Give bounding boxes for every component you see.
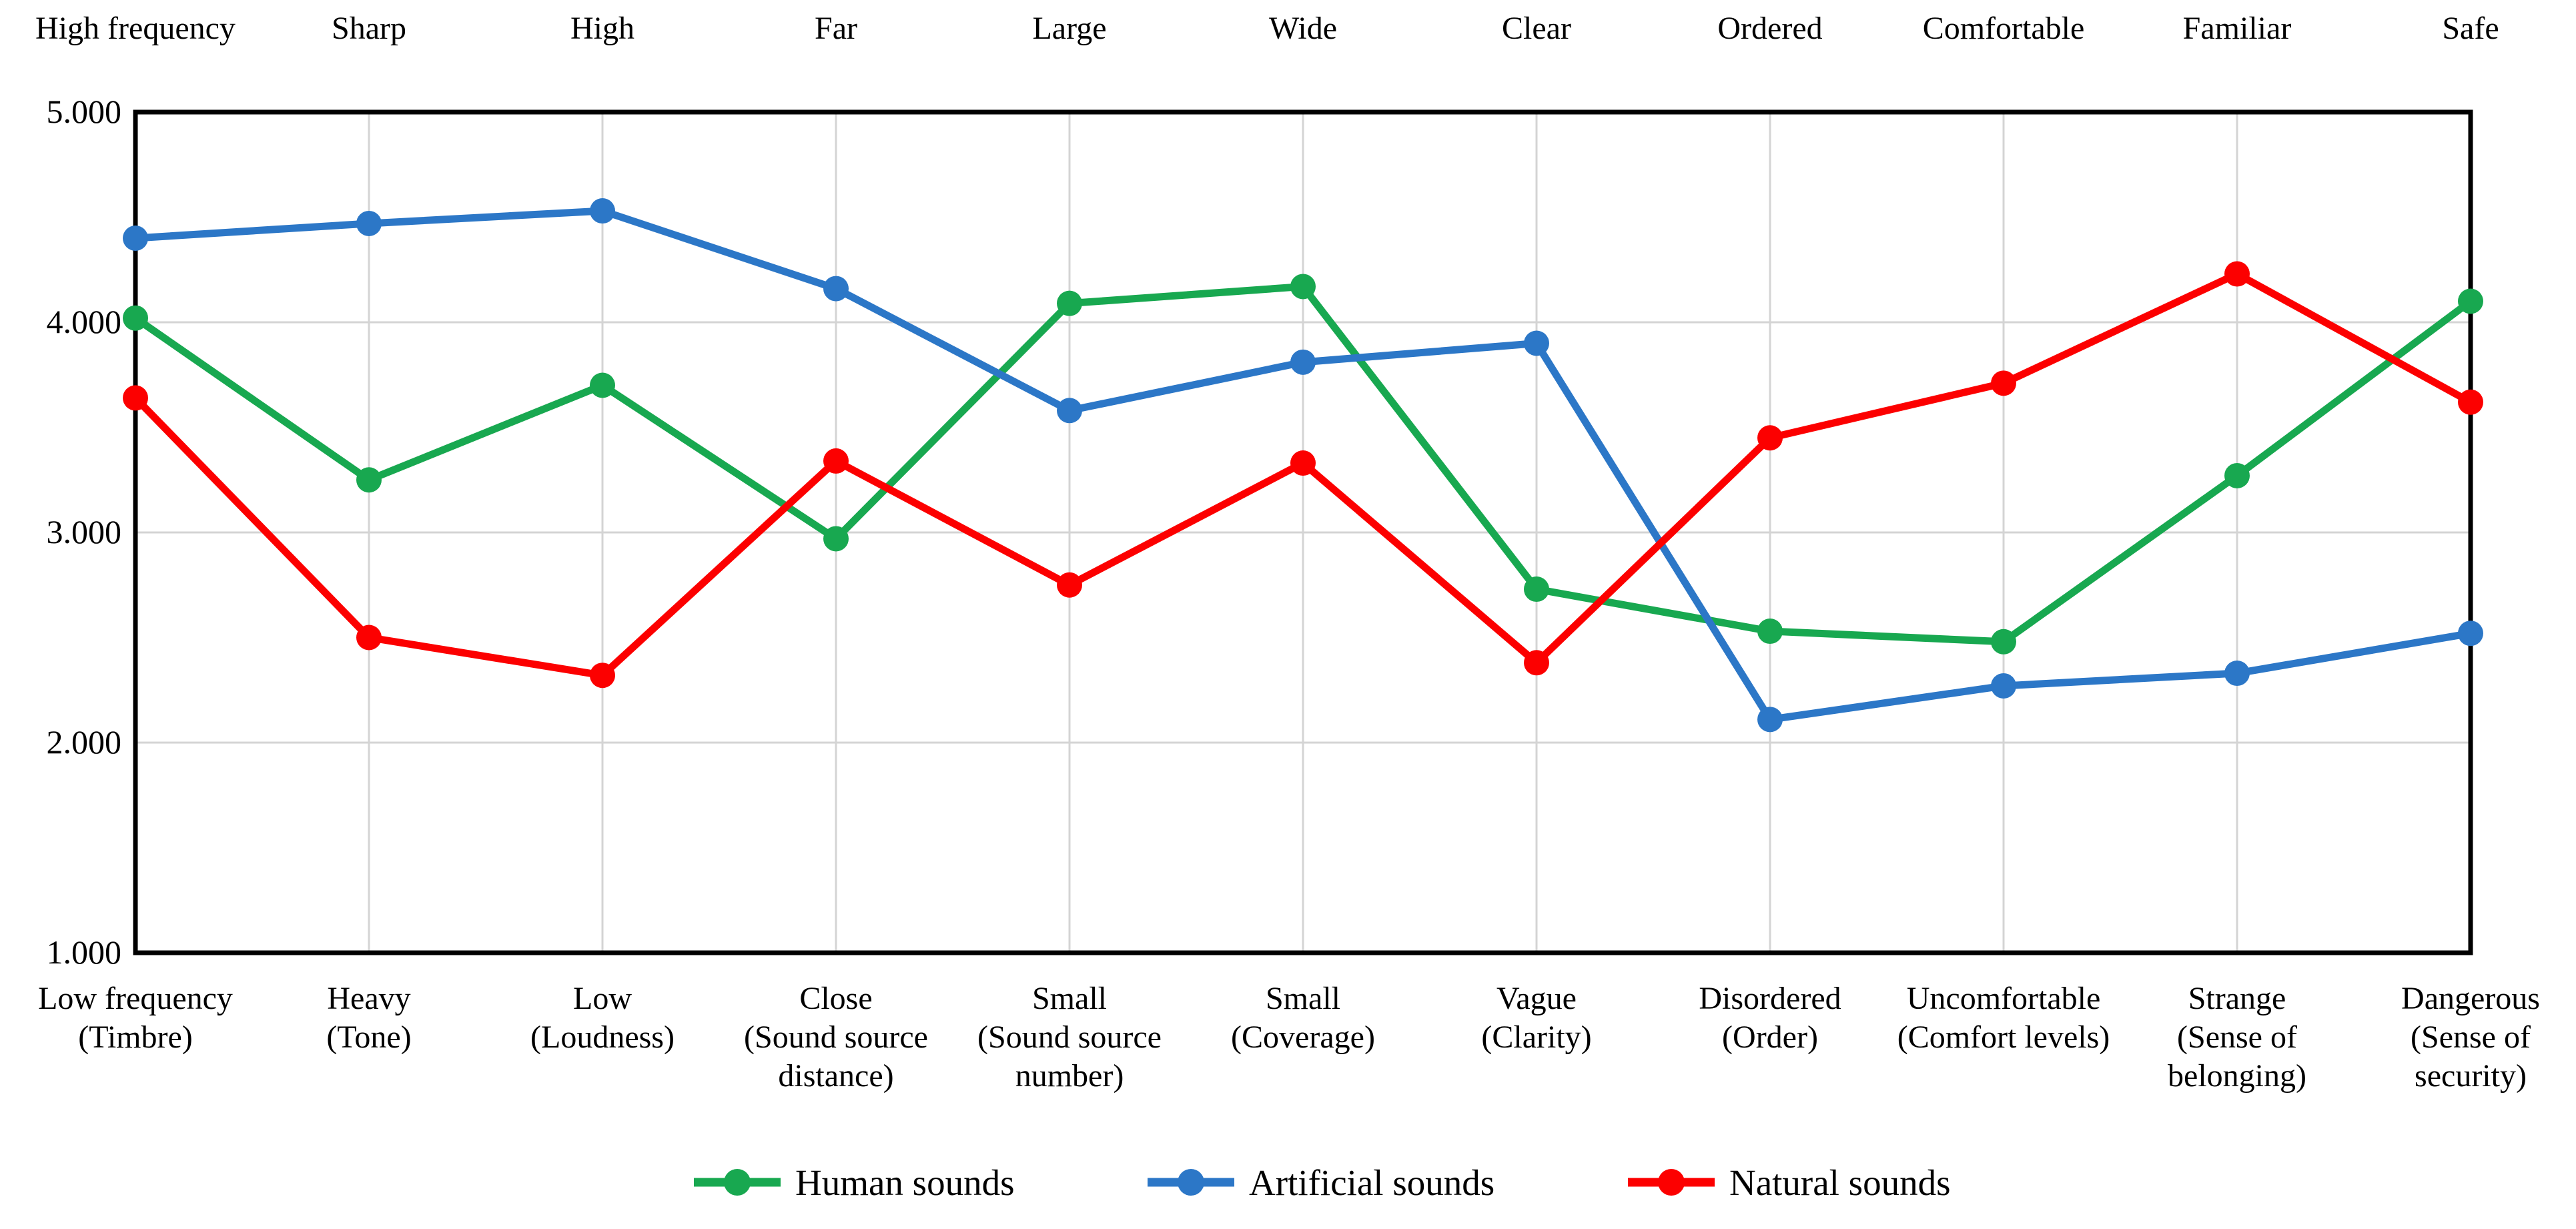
top-axis-label: High frequency: [35, 11, 236, 46]
bottom-axis-label: Heavy (Tone): [326, 981, 411, 1055]
legend-item: Human sounds: [694, 1162, 1014, 1203]
data-point: [823, 448, 849, 474]
legend-marker-dot: [1178, 1169, 1204, 1196]
data-point: [1991, 673, 2016, 699]
data-point: [123, 385, 148, 411]
top-axis-label: Sharp: [332, 11, 406, 46]
data-point: [2458, 621, 2483, 647]
data-point: [356, 210, 382, 236]
data-point: [1290, 450, 1316, 476]
data-point: [1057, 398, 1082, 424]
data-point: [123, 226, 148, 251]
y-tick-label: 4.000: [47, 303, 122, 340]
top-axis-label: Large: [1032, 11, 1106, 46]
data-point: [1524, 330, 1549, 356]
data-point: [1757, 425, 1783, 451]
data-point: [356, 625, 382, 651]
data-point: [590, 372, 615, 398]
data-point: [590, 663, 615, 689]
bottom-axis-label: Low (Loudness): [530, 981, 675, 1055]
bottom-axis-label: Close (Sound source distance): [744, 981, 928, 1094]
legend-marker-dot: [1658, 1169, 1685, 1196]
data-point: [1991, 629, 2016, 655]
data-point: [2224, 462, 2250, 488]
bottom-axis-label: Disordered (Order): [1699, 981, 1841, 1055]
data-point: [2224, 661, 2250, 687]
data-point: [1991, 370, 2016, 396]
data-point: [2458, 288, 2483, 314]
y-tick-label: 2.000: [47, 723, 122, 761]
data-point: [1290, 274, 1316, 300]
top-axis-label: Far: [815, 11, 857, 46]
data-point: [1057, 572, 1082, 598]
legend-item: Artificial sounds: [1148, 1162, 1494, 1203]
bottom-axis-label: Small (Coverage): [1231, 981, 1375, 1055]
top-axis-label: Clear: [1502, 11, 1571, 46]
legend-marker-dot: [724, 1169, 751, 1196]
top-axis-label: High: [570, 11, 634, 46]
data-point: [1524, 576, 1549, 602]
y-tick-label: 3.000: [47, 513, 122, 550]
data-point: [1524, 650, 1549, 676]
top-axis-label: Comfortable: [1923, 11, 2085, 46]
bottom-axis-label: Small (Sound source number): [977, 981, 1162, 1094]
data-point: [2458, 389, 2483, 415]
legend-item: Natural sounds: [1628, 1162, 1950, 1203]
top-axis-label: Familiar: [2183, 11, 2292, 46]
data-point: [590, 198, 615, 224]
data-point: [123, 305, 148, 331]
legend-label: Natural sounds: [1729, 1162, 1950, 1203]
top-axis-label: Safe: [2442, 11, 2499, 46]
top-axis-label: Ordered: [1717, 11, 1822, 46]
data-point: [1290, 349, 1316, 375]
top-axis-label: Wide: [1269, 11, 1337, 46]
data-point: [356, 467, 382, 493]
bottom-axis-label: Uncomfortable (Comfort levels): [1897, 981, 2110, 1055]
data-point: [823, 526, 849, 552]
data-point: [1757, 619, 1783, 645]
data-point: [823, 276, 849, 302]
data-point: [1057, 290, 1082, 316]
bottom-axis-label: Dangerous (Sense of security): [2401, 981, 2540, 1094]
y-tick-label: 1.000: [47, 933, 122, 971]
data-point: [2224, 261, 2250, 287]
bottom-axis-label: Strange (Sense of belonging): [2168, 981, 2306, 1094]
plot-border: [133, 109, 2473, 955]
bottom-axis-label: Vague (Clarity): [1481, 981, 1591, 1055]
legend-label: Artificial sounds: [1249, 1162, 1494, 1203]
legend-label: Human sounds: [795, 1162, 1014, 1203]
data-point: [1757, 707, 1783, 733]
y-tick-label: 5.000: [47, 93, 122, 130]
bottom-axis-label: Low frequency (Timbre): [38, 981, 233, 1055]
